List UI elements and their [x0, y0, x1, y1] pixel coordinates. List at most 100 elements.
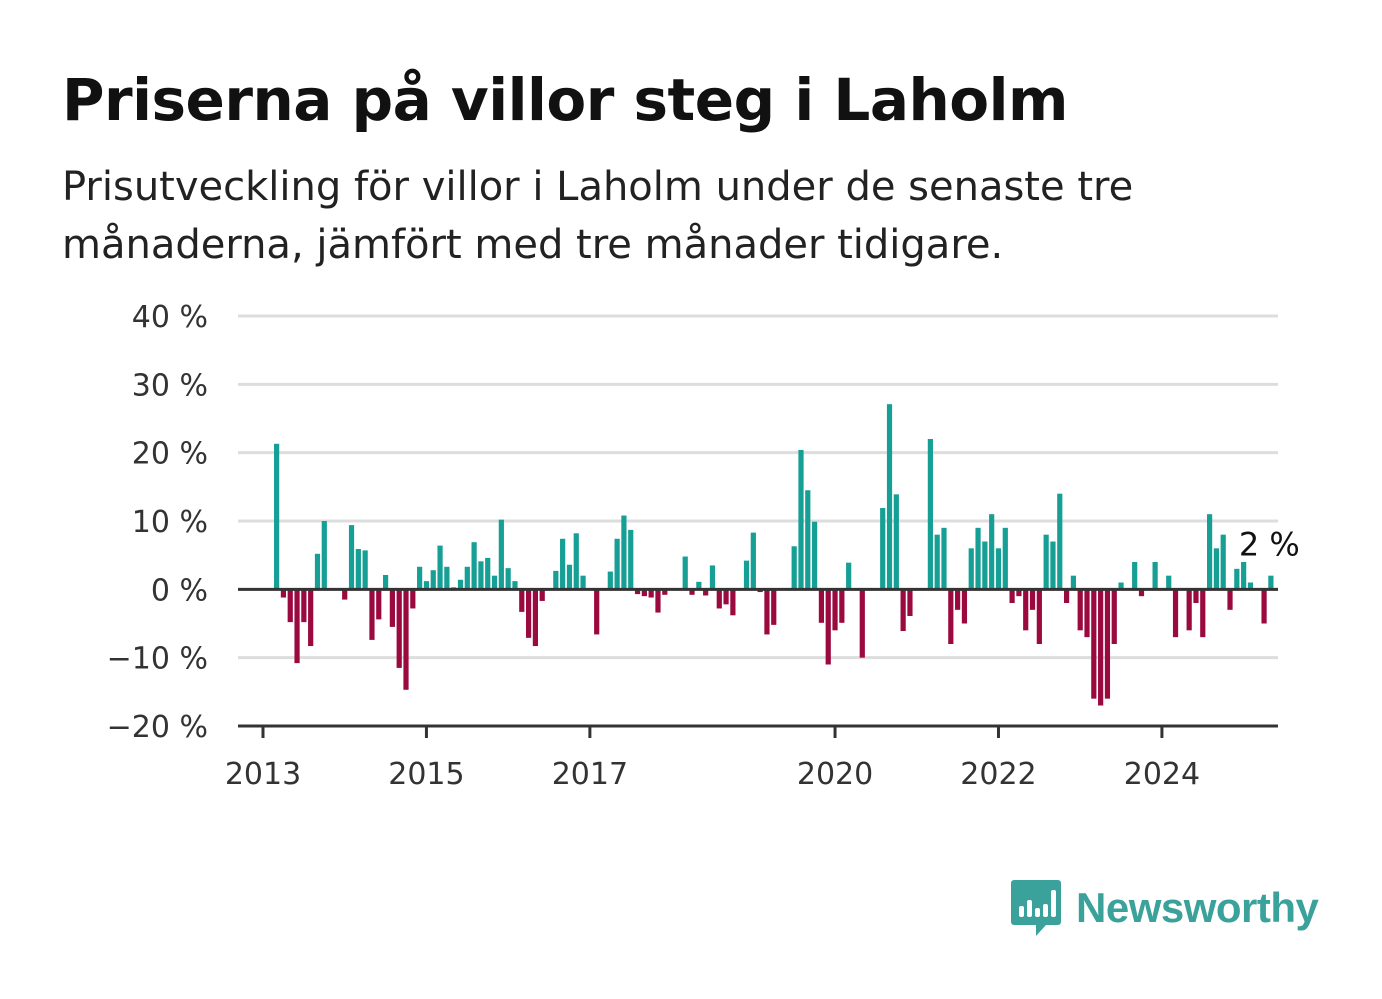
- bar: [703, 589, 709, 596]
- bar: [348, 525, 355, 590]
- bar: [743, 560, 750, 590]
- bar: [825, 589, 831, 665]
- bar: [614, 538, 620, 590]
- last-value-annotation: 2 %: [1239, 526, 1300, 564]
- bar: [662, 589, 668, 595]
- bar: [539, 589, 545, 601]
- bar: [389, 589, 395, 627]
- bar: [805, 490, 811, 590]
- bar: [519, 589, 525, 612]
- bar: [655, 589, 661, 613]
- bar: [1152, 562, 1158, 590]
- bar: [1016, 589, 1022, 597]
- bar: [417, 566, 423, 590]
- bar: [1186, 589, 1192, 631]
- bar: [907, 589, 913, 616]
- bar: [1261, 589, 1267, 624]
- y-tick-label: 0 %: [151, 573, 208, 608]
- newsworthy-logo-icon: [1011, 880, 1061, 936]
- bar: [1104, 589, 1111, 699]
- bar: [1091, 589, 1097, 699]
- newsworthy-logo: Newsworthy: [1010, 878, 1319, 938]
- bar: [689, 589, 695, 595]
- bar: [1268, 575, 1274, 590]
- bar: [444, 566, 450, 590]
- bar: [342, 589, 348, 600]
- bar: [423, 581, 430, 590]
- bar: [362, 550, 368, 590]
- bar: [641, 589, 647, 597]
- bar: [771, 589, 777, 625]
- bar: [1200, 589, 1206, 638]
- bar: [1009, 589, 1015, 603]
- bar: [573, 533, 579, 590]
- bar: [1077, 589, 1083, 631]
- y-tick-label: −20 %: [107, 710, 208, 745]
- bar: [382, 574, 389, 590]
- y-tick-label: 10 %: [132, 505, 208, 540]
- bar: [580, 575, 586, 590]
- bar: [1172, 589, 1179, 638]
- bar: [607, 571, 613, 590]
- bar: [553, 570, 559, 590]
- bar: [995, 548, 1002, 590]
- bar: [287, 589, 293, 623]
- bar: [791, 546, 797, 590]
- bar: [355, 549, 361, 590]
- bar: [457, 579, 464, 590]
- bar: [321, 521, 327, 590]
- bar: [512, 581, 518, 590]
- bar: [1070, 575, 1076, 590]
- bar: [1193, 589, 1199, 603]
- newsworthy-logo-text: Newsworthy: [1076, 884, 1319, 931]
- y-tick-label: 40 %: [132, 300, 208, 335]
- bar: [1247, 582, 1254, 590]
- bar: [716, 589, 722, 609]
- bar: [376, 589, 382, 620]
- chart-subtitle: Prisutveckling för villor i Laholm under…: [62, 164, 1134, 268]
- bar: [294, 589, 300, 664]
- bar: [478, 561, 484, 590]
- bar: [798, 449, 804, 590]
- bar: [485, 557, 491, 590]
- bar: [975, 527, 981, 590]
- bar: [764, 589, 770, 635]
- x-tick-label: 2022: [960, 757, 1036, 792]
- bar: [471, 542, 477, 590]
- bar: [1084, 589, 1090, 638]
- bar: [1023, 589, 1029, 631]
- bar: [1043, 534, 1049, 590]
- bar: [621, 515, 627, 590]
- bar: [594, 589, 600, 635]
- bar: [1111, 589, 1117, 644]
- bar: [886, 404, 893, 590]
- x-tick-label: 2015: [388, 757, 464, 792]
- bar: [505, 568, 511, 590]
- bar: [369, 589, 375, 640]
- bar: [403, 589, 409, 690]
- bar: [1029, 589, 1036, 610]
- gridlines: [238, 314, 1278, 660]
- y-tick-label: 30 %: [132, 368, 208, 403]
- bar: [1002, 527, 1008, 590]
- bar: [1227, 589, 1233, 610]
- bar: [628, 529, 634, 590]
- bar: [1166, 575, 1172, 590]
- bar: [982, 541, 988, 590]
- bar: [812, 521, 818, 590]
- bar: [1132, 562, 1138, 590]
- bar: [709, 565, 716, 590]
- bar: [941, 527, 947, 590]
- bar: [648, 589, 654, 598]
- bar: [274, 443, 280, 590]
- bar: [532, 589, 538, 647]
- bar: [696, 581, 702, 590]
- bar: [498, 519, 504, 590]
- x-tick-label: 2020: [797, 757, 873, 792]
- bar: [927, 439, 933, 590]
- bar: [1036, 589, 1042, 644]
- bar: [900, 589, 906, 632]
- bar: [818, 589, 825, 623]
- bar: [634, 589, 641, 595]
- bar: [989, 514, 995, 590]
